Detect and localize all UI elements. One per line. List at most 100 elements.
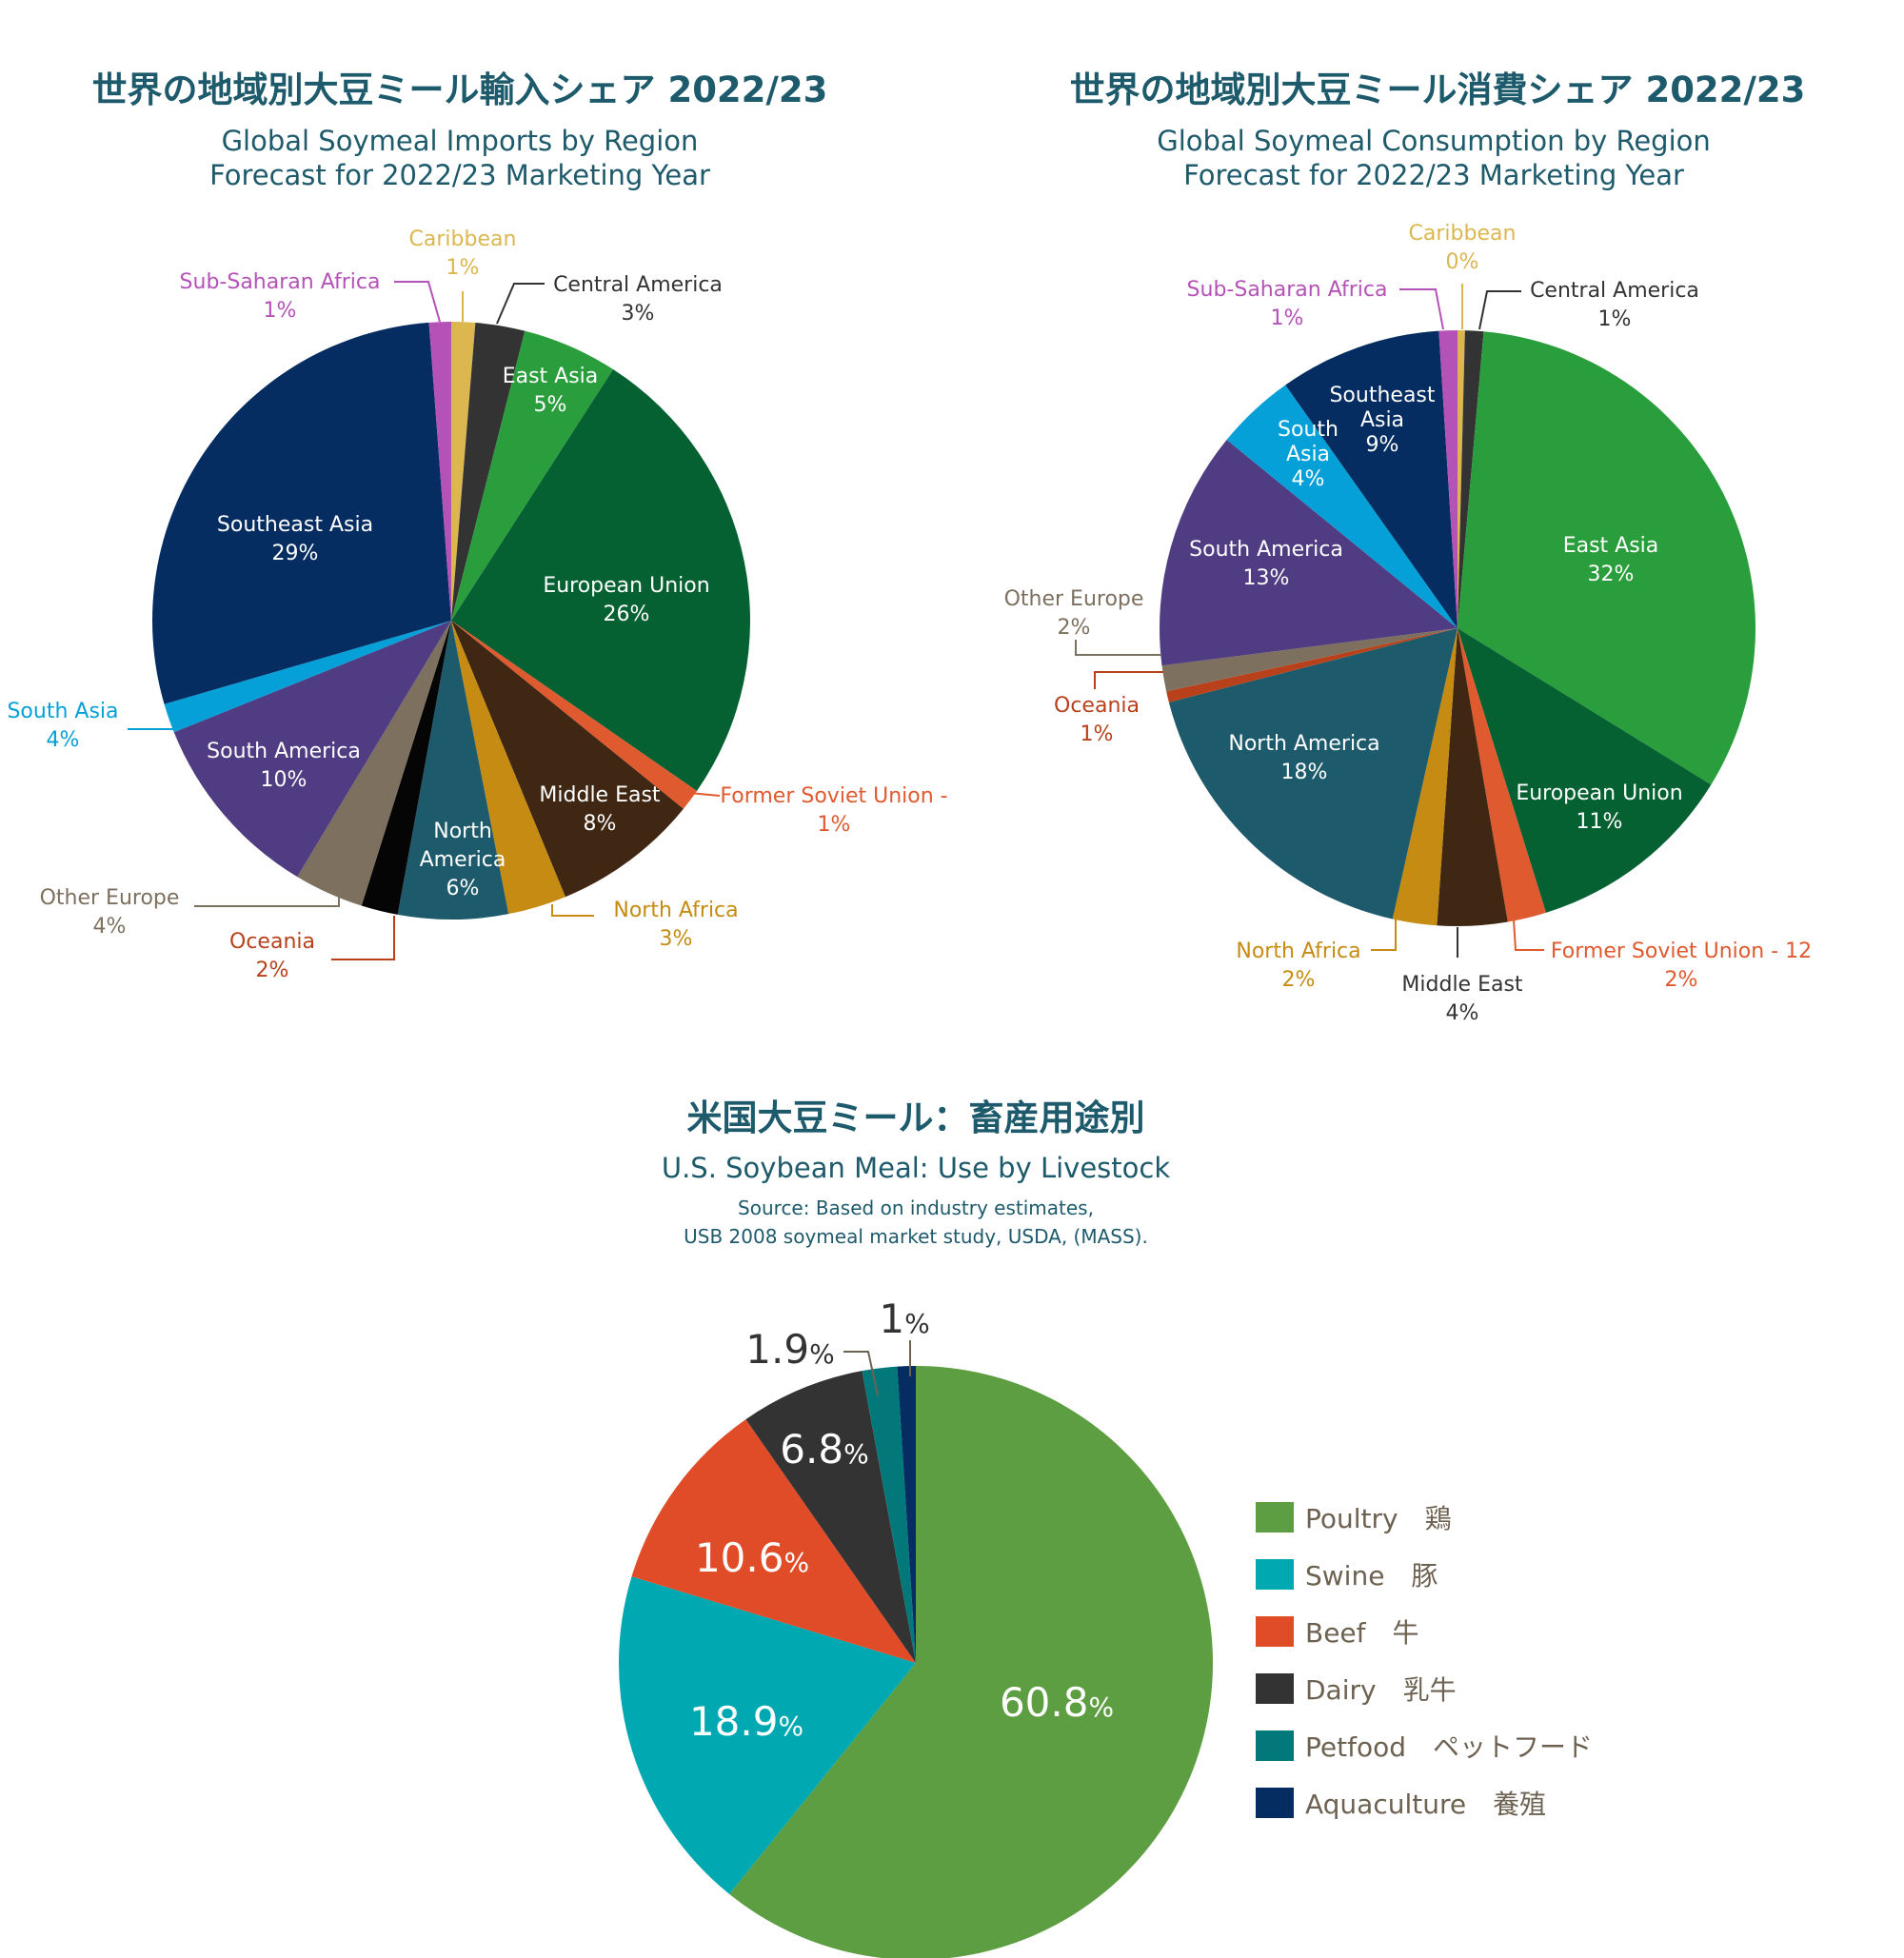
imports-label-south-asia: South Asia 4% bbox=[7, 700, 118, 752]
consumption-subtitle-line-1: Global Soymeal Consumption by Region bbox=[1157, 125, 1711, 157]
imports-labels: East Asia 5% European Union 26% Middle East 8… bbox=[7, 227, 947, 982]
consumption-label-caribbean: Caribbean 0% bbox=[1409, 222, 1517, 274]
consumption-slice-caribbean bbox=[1458, 330, 1465, 628]
imports-label-east-asia: East Asia 5% bbox=[503, 365, 599, 417]
imports-title: 世界の地域別大豆ミール輸入シェア 2022/23 bbox=[92, 69, 828, 110]
livestock-value-label-swine: 18.9% bbox=[689, 1698, 803, 1745]
livestock-title: 米国大豆ミール：畜産用途別 bbox=[687, 1098, 1145, 1138]
livestock-source-line-2: USB 2008 soymeal market study, USDA, (MA… bbox=[684, 1225, 1148, 1248]
imports-label-european-union: European Union 26% bbox=[543, 574, 709, 626]
imports-label-south-america: South America 10% bbox=[207, 740, 361, 792]
imports-slice-other-europe bbox=[297, 621, 451, 906]
imports-slice-north-africa bbox=[451, 621, 565, 915]
imports-slice-southeast-asia bbox=[152, 322, 451, 704]
imports-slice-east-asia bbox=[451, 330, 614, 621]
livestock-slice-swine bbox=[619, 1576, 916, 1894]
consumption-label-north-america: North America 18% bbox=[1228, 732, 1379, 784]
imports-leader-former-soviet-union bbox=[688, 792, 721, 797]
consumption-label-central-america: Central America 1% bbox=[1530, 279, 1699, 331]
consumption-label-middle-east: Middle East 4% bbox=[1401, 973, 1523, 1025]
consumption-slice-former-soviet-union-12 bbox=[1458, 628, 1546, 922]
imports-slice-south-america bbox=[173, 621, 451, 878]
imports-leader-other-europe bbox=[194, 893, 340, 907]
livestock-pie bbox=[619, 1366, 1213, 1958]
legend-label-aquaculture: Aquaculture 養殖 bbox=[1305, 1789, 1546, 1820]
livestock-slice-beef bbox=[631, 1419, 916, 1663]
consumption-leader-other-europe bbox=[1075, 640, 1161, 656]
livestock-value-label-aquaculture: 1% bbox=[879, 1295, 929, 1342]
imports-pie bbox=[152, 322, 750, 920]
consumption-label-southeast-asia: Southeast Asia 9% bbox=[1329, 384, 1435, 457]
consumption-slice-other-europe bbox=[1161, 628, 1458, 692]
livestock-subtitle: U.S. Soybean Meal: Use by Livestock bbox=[662, 1152, 1170, 1184]
legend-label-dairy: Dairy 乳牛 bbox=[1305, 1674, 1457, 1706]
livestock-slice-dairy bbox=[745, 1371, 916, 1663]
consumption-slice-european-union bbox=[1458, 628, 1712, 913]
imports-label-central-america: Central America 3% bbox=[553, 273, 723, 326]
livestock-source-line-1: Source: Based on industry estimates, bbox=[738, 1197, 1094, 1219]
consumption-label-north-africa: North Africa 2% bbox=[1236, 939, 1360, 992]
imports-slice-european-union bbox=[451, 369, 750, 791]
imports-label-sub-saharan-africa: Sub-Saharan Africa 1% bbox=[180, 270, 381, 323]
consumption-pie bbox=[1160, 330, 1755, 926]
legend-label-poultry: Poultry 鶏 bbox=[1305, 1503, 1452, 1534]
imports-slice-south-asia bbox=[164, 621, 451, 733]
consumption-leader-oceania bbox=[1094, 671, 1163, 689]
consumption-slice-south-america bbox=[1160, 440, 1458, 666]
imports-slice-sub-saharan-africa bbox=[428, 322, 451, 621]
imports-leader-central-america bbox=[496, 283, 545, 325]
livestock-value-label-poultry: 60.8% bbox=[1000, 1679, 1114, 1726]
legend-swatch-dairy bbox=[1256, 1673, 1294, 1704]
imports-subtitle-line-2: Forecast for 2022/23 Marketing Year bbox=[209, 159, 710, 191]
consumption-slice-middle-east bbox=[1437, 628, 1508, 926]
legend-swatch-aquaculture bbox=[1256, 1788, 1294, 1818]
imports-leader-oceania bbox=[331, 916, 395, 960]
livestock-leader-petfood bbox=[843, 1351, 879, 1396]
consumption-leader-north-africa bbox=[1371, 920, 1397, 951]
imports-leader-north-africa bbox=[551, 904, 594, 917]
consumption-label-south-asia: South Asia 4% bbox=[1278, 418, 1339, 491]
imports-slice-central-america bbox=[451, 323, 526, 621]
livestock-value-label-beef: 10.6% bbox=[695, 1534, 809, 1581]
consumption-title: 世界の地域別大豆ミール消費シェア 2022/23 bbox=[1070, 69, 1806, 110]
consumption-leader-sub-saharan-africa bbox=[1399, 288, 1444, 330]
livestock-value-label-dairy: 6.8% bbox=[780, 1426, 868, 1473]
imports-label-other-europe: Other Europe 4% bbox=[40, 886, 180, 939]
imports-slice-middle-east bbox=[451, 621, 684, 898]
consumption-subtitle-line-2: Forecast for 2022/23 Marketing Year bbox=[1183, 159, 1684, 191]
consumption-label-former-soviet-union: Former Soviet Union - 12 2% bbox=[1551, 939, 1812, 992]
consumption-label-european-union: European Union 11% bbox=[1516, 781, 1682, 834]
livestock-labels: 60.8% 18.9% 10.6% 6.8% 1.9% 1% bbox=[689, 1295, 1114, 1745]
consumption-slice-central-america bbox=[1458, 330, 1484, 628]
legend-swatch-swine bbox=[1256, 1559, 1294, 1590]
livestock-value-label-petfood: 1.9% bbox=[745, 1326, 834, 1373]
livestock-slice-petfood bbox=[862, 1366, 916, 1663]
consumption-slice-south-asia bbox=[1226, 385, 1458, 628]
consumption-slice-oceania bbox=[1166, 628, 1458, 702]
imports-label-former-soviet-union: Former Soviet Union -1% bbox=[720, 784, 947, 837]
legend-swatch-beef bbox=[1256, 1616, 1294, 1647]
imports-label-caribbean: Caribbean 1% bbox=[409, 227, 517, 280]
livestock-slice-aquaculture bbox=[897, 1366, 916, 1663]
consumption-slice-north-america bbox=[1168, 628, 1458, 920]
consumption-label-other-europe: Other Europe 2% bbox=[1004, 587, 1144, 640]
legend-label-swine: Swine 豚 bbox=[1305, 1560, 1438, 1592]
consumption-leader-former-soviet-union bbox=[1513, 919, 1544, 951]
legend-swatch-poultry bbox=[1256, 1502, 1294, 1533]
livestock-slice-poultry bbox=[729, 1366, 1213, 1958]
imports-slice-caribbean bbox=[451, 322, 476, 621]
consumption-label-oceania: Oceania 1% bbox=[1054, 694, 1140, 746]
imports-slice-north-america bbox=[397, 621, 509, 920]
imports-label-southeast-asia: Southeast Asia 29% bbox=[217, 513, 373, 565]
consumption-slice-sub-saharan-africa bbox=[1438, 330, 1458, 628]
livestock-legend: Poultry 鶏 Swine 豚 Beef 牛 Dairy 乳牛 Petfood ペッ… bbox=[1256, 1502, 1593, 1820]
consumption-leader-central-america bbox=[1478, 290, 1521, 330]
consumption-slice-north-africa bbox=[1392, 628, 1458, 926]
consumption-slice-southeast-asia bbox=[1285, 330, 1458, 628]
consumption-label-sub-saharan-africa: Sub-Saharan Africa 1% bbox=[1187, 278, 1388, 330]
imports-label-north-america: North America 6% bbox=[420, 820, 506, 900]
consumption-label-east-asia: East Asia 32% bbox=[1563, 534, 1659, 586]
consumption-slice-east-asia bbox=[1458, 331, 1755, 785]
consumption-label-south-america: South America 13% bbox=[1189, 538, 1343, 590]
